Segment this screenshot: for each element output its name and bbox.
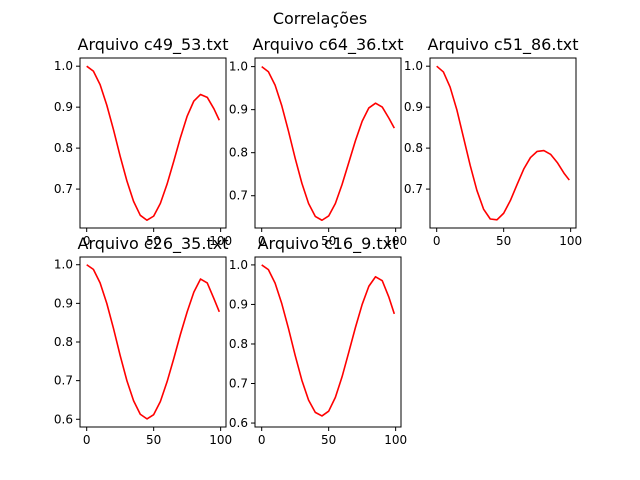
x-tick-label: 50 <box>496 234 511 248</box>
y-tick-label: 0.8 <box>229 337 248 351</box>
y-tick-label: 1.0 <box>229 258 248 272</box>
y-tick-label: 0.9 <box>54 100 73 114</box>
subplot-3: Arquivo c51_86.txt 0 50 100 0.7 0.8 0.9 1.0 <box>404 35 582 248</box>
subplot-title: Arquivo c51_86.txt <box>428 35 579 55</box>
axes-frame <box>429 57 577 229</box>
x-tick-label: 100 <box>384 433 407 447</box>
subplot-2: Arquivo c64_36.txt 0 50 100 0.7 0.8 0.9 1.0 <box>229 35 407 248</box>
x-tick-label: 50 <box>146 234 161 248</box>
x-tick-label: 100 <box>384 234 407 248</box>
x-tick-label: 100 <box>559 234 582 248</box>
subplot-title: Arquivo c64_36.txt <box>253 35 404 55</box>
y-tick-label: 0.7 <box>54 182 73 196</box>
subplot-title: Arquivo c26_35.txt <box>78 234 229 254</box>
y-tick-label: 0.9 <box>404 100 423 114</box>
y-tick-label: 0.6 <box>229 416 248 430</box>
x-tick-label: 0 <box>83 433 91 447</box>
subplot-title: Arquivo c49_53.txt <box>78 35 229 55</box>
y-tick-label: 0.7 <box>54 374 73 388</box>
y-tick-label: 0.6 <box>54 412 73 426</box>
series-line <box>86 65 221 222</box>
subplot-title: Arquivo c16_9.txt <box>258 234 399 254</box>
y-tick-label: 1.0 <box>54 258 73 272</box>
y-tick-label: 0.7 <box>404 182 423 196</box>
x-tick-label: 100 <box>209 433 232 447</box>
series-line <box>261 264 396 417</box>
x-tick-label: 50 <box>146 433 161 447</box>
axes-frame <box>254 57 402 229</box>
y-tick-label: 0.8 <box>54 335 73 349</box>
y-tick-label: 1.0 <box>54 59 73 73</box>
y-tick-label: 0.9 <box>54 296 73 310</box>
y-tick-label: 0.8 <box>404 141 423 155</box>
x-tick-label: 0 <box>258 433 266 447</box>
y-tick-label: 0.7 <box>229 189 248 203</box>
y-tick-label: 1.0 <box>229 60 248 74</box>
series-line <box>261 65 396 222</box>
y-tick-label: 0.8 <box>54 141 73 155</box>
subplot-1: Arquivo c49_53.txt 0 50 100 0.7 0.8 0.9 1.0 <box>54 35 232 248</box>
x-tick-label: 50 <box>321 433 336 447</box>
axes-frame <box>79 256 227 428</box>
figure-title: Correlações <box>273 9 367 28</box>
series-line <box>436 65 570 221</box>
y-tick-label: 0.8 <box>229 146 248 160</box>
x-tick-label: 0 <box>433 234 441 248</box>
axes-frame <box>79 57 227 229</box>
y-tick-label: 0.9 <box>229 103 248 117</box>
x-tick-label: 0 <box>83 234 91 248</box>
y-tick-label: 0.9 <box>229 297 248 311</box>
x-tick-label: 0 <box>258 234 266 248</box>
axes-frame <box>254 256 402 428</box>
x-tick-label: 50 <box>321 234 336 248</box>
x-tick-label: 100 <box>209 234 232 248</box>
y-tick-label: 1.0 <box>404 59 423 73</box>
series-line <box>86 264 221 420</box>
y-tick-label: 0.7 <box>229 377 248 391</box>
